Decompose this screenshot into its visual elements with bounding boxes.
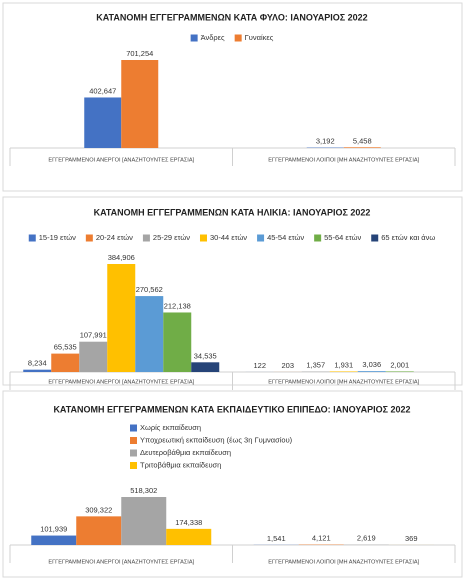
legend-label: 45-54 ετών — [267, 233, 304, 242]
chart-frame — [2, 2, 463, 192]
legend-swatch — [199, 234, 207, 242]
legend-swatch — [257, 234, 265, 242]
bar — [51, 353, 80, 372]
legend-label: 30-44 ετών — [210, 233, 247, 242]
bar — [135, 296, 164, 372]
bar — [343, 147, 381, 148]
data-label: 1,357 — [306, 361, 325, 370]
data-label: 518,302 — [130, 486, 157, 495]
data-label: 701,254 — [126, 49, 153, 58]
legend-label: Τριτοβάθμια εκπαίδευση — [140, 460, 221, 469]
data-label: 2,001 — [390, 360, 409, 369]
legend-label: 55-64 ετών — [324, 233, 361, 242]
data-label: 1,931 — [334, 360, 353, 369]
chart-frame — [2, 390, 463, 578]
data-label: 107,991 — [80, 331, 107, 340]
legend-swatch — [371, 234, 379, 242]
legend-swatch — [130, 437, 137, 444]
data-label: 402,647 — [89, 86, 116, 95]
data-label: 212,138 — [164, 301, 191, 310]
data-label: 3,036 — [362, 360, 381, 369]
bar — [166, 528, 212, 545]
legend-swatch — [142, 234, 150, 242]
legend-swatch — [28, 234, 36, 242]
chart-title: ΚΑΤΑΝΟΜΗ ΕΓΓΕΓΡΑΜΜΕΝΩΝ ΚΑΤΑ ΗΛΙΚΙΑ: ΙΑΝΟ… — [94, 207, 371, 217]
bar — [357, 371, 386, 372]
data-label: 270,562 — [136, 285, 163, 294]
legend-label: Άνδρες — [201, 33, 225, 42]
legend-swatch — [314, 234, 322, 242]
bar — [23, 369, 52, 372]
legend-label: Χωρίς εκπαίδευση — [140, 423, 201, 432]
data-label: 8,234 — [28, 359, 47, 368]
bar — [31, 535, 77, 545]
legend-swatch — [130, 462, 137, 469]
data-label: 369 — [405, 534, 418, 543]
chart-title: ΚΑΤΑΝΟΜΗ ΕΓΓΕΓΡΑΜΜΕΝΩΝ ΚΑΤΑ ΦΥΛΟ: ΙΑΝΟΥΑ… — [96, 12, 367, 22]
legend-swatch — [190, 34, 198, 42]
bar — [84, 97, 122, 148]
bar — [385, 371, 414, 372]
x-tick-label: ΕΓΓΕΓΡΑΜΜΕΝΟΙ ΑΝΕΡΓΟΙ [ΑΝΑΖΗΤΟΥΝΤΕΣ ΕΡΓΑ… — [48, 559, 194, 565]
x-tick-label: ΕΓΓΕΓΡΑΜΜΕΝΟΙ ΛΟΙΠΟΙ [ΜΗ ΑΝΑΖΗΤΟΥΝΤΕΣ ΕΡ… — [268, 157, 419, 163]
bar — [76, 516, 122, 545]
x-tick-label: ΕΓΓΕΓΡΑΜΜΕΝΟΙ ΛΟΙΠΟΙ [ΜΗ ΑΝΑΖΗΤΟΥΝΤΕΣ ΕΡ… — [268, 559, 419, 565]
x-tick-label: ΕΓΓΕΓΡΑΜΜΕΝΟΙ ΛΟΙΠΟΙ [ΜΗ ΑΝΑΖΗΤΟΥΝΤΕΣ ΕΡ… — [268, 379, 419, 385]
data-label: 4,121 — [312, 534, 331, 543]
legend-swatch — [130, 424, 137, 432]
data-label: 384,906 — [108, 253, 135, 262]
x-tick-label: ΕΓΓΕΓΡΑΜΜΕΝΟΙ ΑΝΕΡΓΟΙ [ΑΝΑΖΗΤΟΥΝΤΕΣ ΕΡΓΑ… — [48, 379, 194, 385]
bar — [191, 362, 220, 372]
bar — [163, 312, 192, 372]
bar — [79, 341, 108, 372]
data-label: 5,458 — [353, 136, 372, 145]
legend-label: 15-19 ετών — [39, 233, 76, 242]
data-label: 1,541 — [267, 534, 286, 543]
bar — [107, 264, 136, 372]
data-label: 203 — [281, 361, 294, 370]
data-label: 2,619 — [357, 534, 376, 543]
data-label: 174,338 — [175, 518, 202, 527]
legend-swatch — [85, 234, 93, 242]
data-label: 309,322 — [85, 505, 112, 514]
data-label: 3,192 — [316, 137, 335, 146]
legend-label: Δευτεροβάθμια εκπαίδευση — [140, 448, 231, 457]
data-label: 122 — [253, 361, 266, 370]
bar — [121, 497, 167, 545]
legend-label: Υποχρεωτική εκπαίδευση (έως 3η Γυμνασίου… — [140, 435, 293, 444]
legend-label: Γυναίκες — [245, 33, 274, 42]
legend-label: 25-29 ετών — [153, 233, 190, 242]
legend-swatch — [234, 34, 242, 42]
data-label: 65,535 — [54, 343, 77, 352]
legend-label: 65 ετών και άνω — [381, 233, 435, 242]
bar — [121, 60, 159, 148]
data-label: 34,535 — [194, 351, 217, 360]
chart-title: ΚΑΤΑΝΟΜΗ ΕΓΓΕΓΡΑΜΜΕΝΩΝ ΚΑΤΑ ΕΚΠΑΙΔΕΥΤΙΚΟ… — [53, 404, 410, 414]
legend-swatch — [130, 449, 137, 457]
legend-label: 20-24 ετών — [96, 233, 133, 242]
bar — [329, 371, 358, 372]
data-label: 101,939 — [40, 525, 67, 534]
x-tick-label: ΕΓΓΕΓΡΑΜΜΕΝΟΙ ΑΝΕΡΓΟΙ [ΑΝΑΖΗΤΟΥΝΤΕΣ ΕΡΓΑ… — [48, 157, 194, 163]
